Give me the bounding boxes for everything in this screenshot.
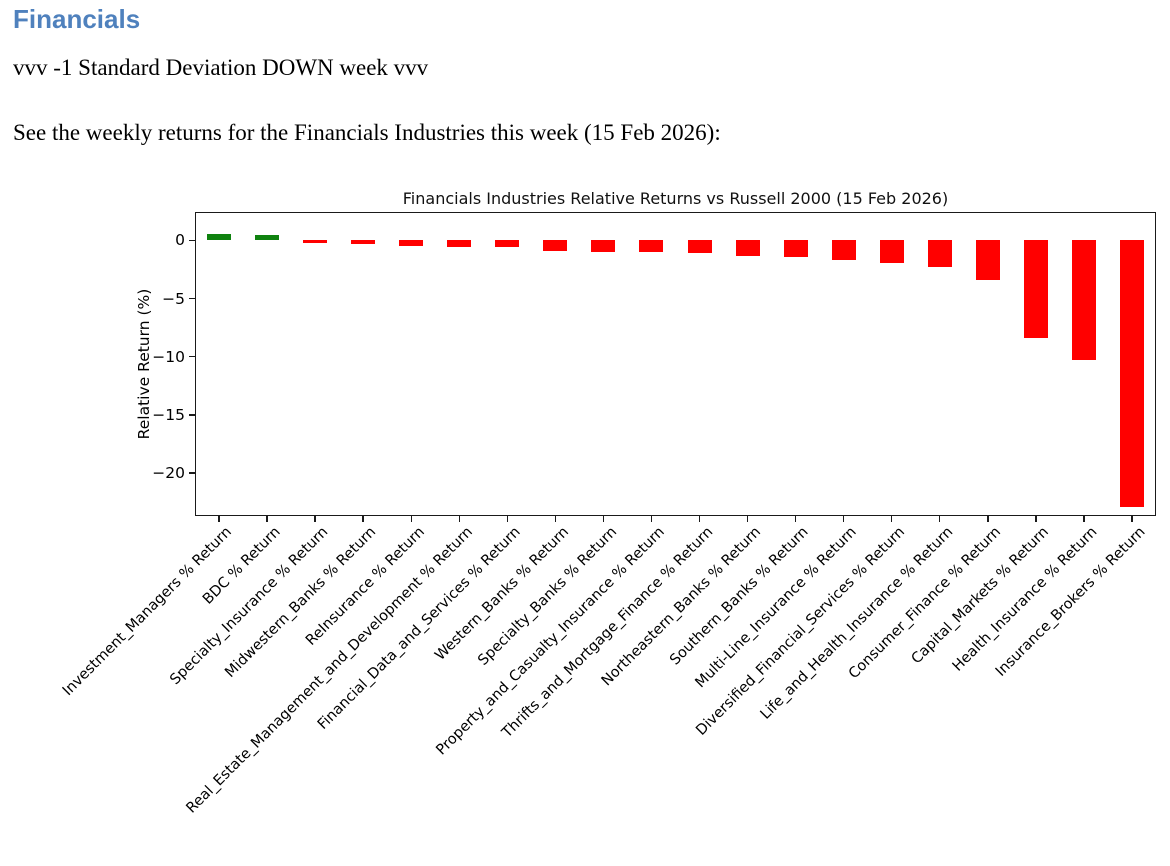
plot-area (195, 212, 1156, 516)
bar-midwestern_banks (351, 240, 376, 244)
y-tick-label: −10 (152, 347, 185, 366)
bar-northeastern_banks (735, 240, 760, 256)
x-tick-mark (266, 516, 268, 522)
x-tick-mark (218, 516, 220, 522)
x-tick-mark (1035, 516, 1037, 522)
bar-life_and_health_insurance (927, 240, 952, 268)
x-tick-mark (410, 516, 412, 522)
y-tick-label: −20 (152, 463, 185, 482)
x-tick-mark (650, 516, 653, 522)
y-tick-mark (189, 414, 195, 416)
bar-capital_markets (1023, 240, 1048, 339)
y-tick-mark (189, 239, 195, 242)
x-tick-mark (891, 516, 893, 522)
x-tick-label: Investment_Managers % Return (60, 524, 236, 700)
y-tick-mark (189, 297, 195, 300)
x-tick-mark (314, 516, 316, 522)
x-tick-mark (987, 516, 989, 522)
section-heading: Financials (13, 4, 141, 34)
bar-specialty_banks (591, 240, 616, 253)
x-tick-mark (842, 516, 845, 522)
bar-reinsurance (399, 240, 424, 247)
y-tick-mark (189, 472, 195, 474)
bar-thrifts_and_mortgage_finance (687, 240, 712, 254)
bar-bdc (255, 234, 280, 241)
x-tick-mark (1083, 516, 1085, 522)
y-tick-label: 0 (175, 231, 185, 250)
x-tick-mark (939, 516, 941, 522)
y-tick-label: −5 (162, 289, 185, 308)
x-tick-mark (1131, 516, 1133, 522)
x-tick-mark (362, 516, 364, 522)
intro-text: See the weekly returns for the Financial… (13, 120, 721, 145)
bar-specialty_insurance (303, 240, 328, 243)
bar-western_banks (543, 240, 568, 251)
x-tick-mark (794, 516, 797, 522)
deviation-note: vvv -1 Standard Deviation DOWN week vvv (13, 55, 429, 80)
x-tick-mark (602, 516, 605, 522)
bar-investment_managers (207, 233, 232, 241)
x-tick-mark (554, 516, 557, 522)
bar-diversified_financial_services (879, 240, 904, 263)
x-tick-mark (746, 516, 749, 522)
chart-title: Financials Industries Relative Returns v… (402, 189, 949, 208)
bar-multi-line_insurance (831, 240, 856, 261)
bar-real_estate_management_and_development (447, 240, 472, 248)
y-tick-label: −15 (152, 405, 185, 424)
bar-health_insurance (1071, 240, 1096, 361)
bar-insurance_brokers (1119, 240, 1144, 507)
bar-consumer_finance (975, 240, 1000, 280)
x-tick-mark (698, 516, 701, 522)
bar-southern_banks (783, 240, 808, 257)
bar-property_and_casualty_insurance (639, 240, 664, 253)
bar-financial_data_and_services (495, 240, 520, 248)
x-tick-mark (506, 516, 509, 522)
y-tick-mark (189, 356, 195, 358)
x-tick-mark (458, 516, 460, 522)
